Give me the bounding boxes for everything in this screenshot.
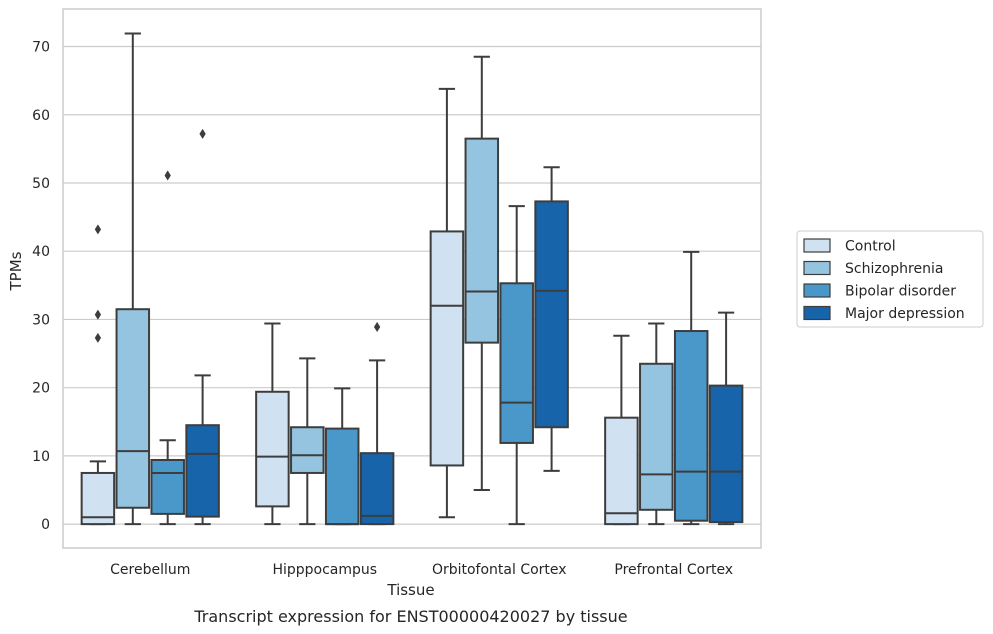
legend: Control Schizophrenia Bipolar disorder Majo…: [796, 230, 984, 328]
outlier-point: [164, 170, 171, 181]
y-tick-label: 60: [32, 108, 50, 124]
box-body: [464, 137, 500, 344]
y-tick-label: 40: [32, 244, 50, 260]
legend-label: Schizophrenia: [845, 261, 943, 277]
box-body: [115, 308, 151, 509]
box: [604, 334, 639, 526]
box-body: [255, 390, 290, 508]
box: [673, 250, 709, 526]
x-tick-label: Cerebellum: [110, 562, 190, 578]
plot-border: [62, 8, 762, 549]
box-body: [150, 458, 185, 515]
legend-frame: [796, 230, 984, 328]
y-tick-label: 50: [32, 176, 50, 192]
plot-frame: [62, 8, 762, 549]
box: [499, 205, 534, 526]
box: [534, 166, 569, 472]
y-axis-ticks: 0 10 20 30 40 50 60 70: [32, 40, 50, 534]
box: [255, 322, 290, 526]
box: [639, 322, 674, 526]
box-body: [604, 416, 639, 526]
outlier-point: [94, 309, 102, 320]
box-body: [359, 452, 395, 526]
box-body: [80, 471, 116, 526]
outlier-point: [94, 332, 102, 343]
box: [115, 32, 151, 526]
box-series: [80, 32, 744, 526]
gridlines: [63, 45, 761, 525]
y-tick-label: 30: [32, 312, 50, 328]
legend-swatch: [803, 260, 831, 276]
box-body: [429, 230, 465, 467]
legend-swatch: [803, 238, 831, 253]
x-tick-label: Orbitofontal Cortex: [432, 562, 567, 578]
chart-caption: Transcript expression for ENST0000042002…: [193, 607, 627, 626]
box: [359, 321, 395, 526]
legend-swatch: [803, 283, 831, 298]
box-body: [534, 200, 569, 429]
y-tick-label: 10: [32, 449, 50, 465]
legend-label: Control: [845, 239, 896, 255]
y-axis-label: TPMs: [7, 251, 25, 291]
box-body: [673, 330, 709, 522]
y-tick-label: 20: [32, 381, 50, 397]
outlier-point: [199, 128, 206, 139]
box-body: [324, 427, 360, 526]
x-axis-label: Tissue: [386, 581, 434, 599]
box-body: [639, 362, 674, 511]
box: [80, 224, 116, 526]
box: [429, 87, 465, 519]
box: [150, 170, 185, 526]
y-tick-label: 70: [32, 40, 50, 56]
outlier-point: [94, 224, 102, 235]
outlier-point: [373, 321, 381, 332]
box-body: [290, 426, 325, 474]
box: [464, 55, 500, 492]
legend-swatch: [803, 305, 831, 321]
box: [708, 311, 744, 526]
legend-label: Major depression: [845, 306, 965, 322]
box: [185, 128, 220, 526]
x-tick-label: Prefrontal Cortex: [614, 562, 733, 578]
box-body: [185, 424, 220, 518]
x-tick-label: Hipppocampus: [272, 562, 377, 578]
box: [290, 357, 325, 526]
box-body: [708, 384, 744, 524]
y-tick-label: 0: [41, 517, 50, 533]
x-axis-ticks: Cerebellum Hipppocampus Orbitofontal Corte…: [110, 562, 733, 578]
box: [324, 387, 360, 526]
legend-label: Bipolar disorder: [845, 284, 956, 300]
box-body: [499, 282, 534, 444]
